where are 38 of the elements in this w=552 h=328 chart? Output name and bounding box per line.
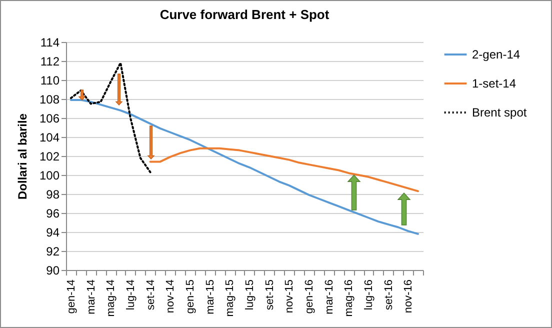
- y-tick-label: 100: [39, 168, 60, 182]
- y-axis-title: Dollari al barile: [15, 113, 30, 200]
- line-series: [149, 147, 420, 192]
- x-tick-label: set-14: [144, 280, 157, 310]
- x-tick-label: mar-14: [85, 280, 98, 314]
- x-tick-label: mar-16: [323, 280, 336, 314]
- y-tick-label: 90: [46, 264, 60, 278]
- y-tick-label: 96: [46, 206, 60, 220]
- x-tick-label: lug-15: [244, 280, 256, 310]
- x-tick-label: mag-16: [343, 280, 356, 317]
- y-tick-label: 92: [46, 244, 60, 258]
- x-tick-label: gen-16: [303, 280, 316, 314]
- chart-title: Curve forward Brent + Spot: [160, 7, 330, 22]
- y-tick-label: 112: [40, 54, 60, 68]
- x-tick-label: gen-15: [184, 280, 196, 314]
- y-tick-label: 104: [39, 130, 60, 144]
- legend-label: Brent spot: [472, 106, 528, 120]
- x-tick-label: gen-14: [65, 280, 78, 314]
- y-tick-label: 94: [46, 226, 60, 240]
- x-tick-label: set-15: [264, 280, 276, 310]
- x-tick-label: mag-14: [105, 280, 118, 317]
- y-tick-label: 110: [40, 74, 60, 88]
- x-tick-label: mag-15: [224, 280, 236, 317]
- line-series: [70, 62, 152, 174]
- x-tick-label: lug-14: [124, 280, 137, 310]
- y-tick-label: 102: [39, 150, 60, 164]
- legend-label: 2-gen-14: [472, 48, 520, 62]
- y-tick-label: 114: [40, 36, 60, 50]
- x-tick-label: nov-15: [284, 280, 296, 314]
- x-tick-label: lug-16: [362, 280, 375, 310]
- y-tick-label: 106: [39, 112, 60, 126]
- x-tick-label: nov-14: [164, 280, 177, 314]
- x-tick-label: nov-16: [402, 280, 415, 314]
- legend-label: 1-set-14: [472, 76, 516, 90]
- x-tick-label: mar-15: [204, 280, 216, 314]
- y-tick-label: 108: [39, 92, 60, 106]
- x-tick-label: set-16: [382, 280, 395, 310]
- y-tick-label: 98: [46, 188, 60, 202]
